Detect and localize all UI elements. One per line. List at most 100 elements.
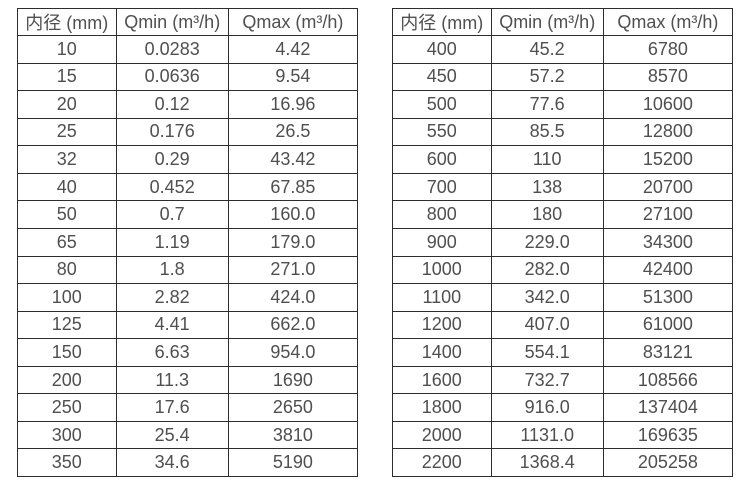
table-row: 900 229.0 34300 bbox=[392, 227, 734, 257]
table-cell: 100 bbox=[17, 283, 117, 312]
table-cell: 25.4 bbox=[115, 420, 229, 450]
table-row: 150 6.63 954.0 bbox=[17, 338, 359, 367]
table-cell: 50 bbox=[17, 200, 117, 229]
table-cell: 0.7 bbox=[115, 200, 229, 229]
column-header-qmax: Qmax (m³/h) bbox=[227, 8, 359, 36]
table-cell: 200 bbox=[17, 365, 117, 395]
table-cell: 300 bbox=[17, 420, 117, 450]
table-cell: 2.82 bbox=[115, 283, 229, 312]
table-cell: 1.19 bbox=[115, 227, 229, 257]
table-cell: 424.0 bbox=[227, 283, 359, 312]
table-cell: 5190 bbox=[227, 448, 359, 477]
table-cell: 1600 bbox=[392, 365, 492, 395]
table-row: 400 45.2 6780 bbox=[392, 35, 734, 64]
table-cell: 26.5 bbox=[227, 117, 359, 147]
table-cell: 1690 bbox=[227, 365, 359, 395]
table-cell: 20 bbox=[17, 90, 117, 119]
table-cell: 282.0 bbox=[490, 255, 604, 285]
table-cell: 732.7 bbox=[490, 365, 604, 395]
table-cell: 45.2 bbox=[490, 35, 604, 64]
table-cell: 85.5 bbox=[490, 117, 604, 147]
table-row: 125 4.41 662.0 bbox=[17, 310, 359, 340]
table-cell: 342.0 bbox=[490, 283, 604, 312]
column-header-diameter: 内径 (mm) bbox=[392, 8, 492, 36]
table-row: 700 138 20700 bbox=[392, 172, 734, 202]
table-cell: 12800 bbox=[602, 117, 734, 147]
table-row: 50 0.7 160.0 bbox=[17, 200, 359, 229]
table-cell: 80 bbox=[17, 255, 117, 285]
table-cell: 180 bbox=[490, 200, 604, 229]
table-row: 800 180 27100 bbox=[392, 200, 734, 229]
table-cell: 9.54 bbox=[227, 62, 359, 92]
table-cell: 110 bbox=[490, 145, 604, 174]
table-cell: 108566 bbox=[602, 365, 734, 395]
table-cell: 34300 bbox=[602, 227, 734, 257]
table-body: 10 0.0283 4.42 15 0.0636 9.54 20 0.12 16.96 25 0.1… bbox=[17, 35, 359, 477]
table-cell: 1100 bbox=[392, 283, 492, 312]
table-cell: 160.0 bbox=[227, 200, 359, 229]
table-cell: 205258 bbox=[602, 448, 734, 477]
table-cell: 67.85 bbox=[227, 172, 359, 202]
table-row: 15 0.0636 9.54 bbox=[17, 62, 359, 92]
table-cell: 8570 bbox=[602, 62, 734, 92]
table-cell: 65 bbox=[17, 227, 117, 257]
table-cell: 700 bbox=[392, 172, 492, 202]
table-cell: 550 bbox=[392, 117, 492, 147]
table-cell: 1800 bbox=[392, 393, 492, 422]
table-cell: 0.452 bbox=[115, 172, 229, 202]
table-cell: 4.42 bbox=[227, 35, 359, 64]
spec-table-small-diameters: 内径 (mm) Qmin (m³/h) Qmax (m³/h) 10 0.0283… bbox=[17, 8, 359, 477]
column-header-qmin: Qmin (m³/h) bbox=[115, 8, 229, 36]
table-cell: 954.0 bbox=[227, 338, 359, 367]
table-row: 450 57.2 8570 bbox=[392, 62, 734, 92]
table-cell: 42400 bbox=[602, 255, 734, 285]
table-row: 250 17.6 2650 bbox=[17, 393, 359, 422]
spec-table-large-diameters: 内径 (mm) Qmin (m³/h) Qmax (m³/h) 400 45.2 6… bbox=[392, 8, 734, 477]
table-cell: 0.0283 bbox=[115, 35, 229, 64]
table-row: 1600 732.7 108566 bbox=[392, 365, 734, 395]
table-cell: 34.6 bbox=[115, 448, 229, 477]
column-header-qmax: Qmax (m³/h) bbox=[602, 8, 734, 36]
table-cell: 16.96 bbox=[227, 90, 359, 119]
table-row: 500 77.6 10600 bbox=[392, 90, 734, 119]
table-cell: 32 bbox=[17, 145, 117, 174]
table-row: 40 0.452 67.85 bbox=[17, 172, 359, 202]
table-cell: 25 bbox=[17, 117, 117, 147]
table-cell: 0.12 bbox=[115, 90, 229, 119]
table-body: 400 45.2 6780 450 57.2 8570 500 77.6 10600 550 85.… bbox=[392, 35, 734, 477]
table-cell: 1131.0 bbox=[490, 420, 604, 450]
table-cell: 27100 bbox=[602, 200, 734, 229]
table-row: 100 2.82 424.0 bbox=[17, 283, 359, 312]
table-cell: 1200 bbox=[392, 310, 492, 340]
table-cell: 40 bbox=[17, 172, 117, 202]
table-cell: 4.41 bbox=[115, 310, 229, 340]
table-cell: 1368.4 bbox=[490, 448, 604, 477]
table-cell: 0.29 bbox=[115, 145, 229, 174]
table-cell: 57.2 bbox=[490, 62, 604, 92]
table-cell: 662.0 bbox=[227, 310, 359, 340]
table-cell: 10600 bbox=[602, 90, 734, 119]
table-cell: 11.3 bbox=[115, 365, 229, 395]
table-cell: 0.176 bbox=[115, 117, 229, 147]
table-cell: 350 bbox=[17, 448, 117, 477]
table-cell: 83121 bbox=[602, 338, 734, 367]
table-cell: 900 bbox=[392, 227, 492, 257]
table-cell: 554.1 bbox=[490, 338, 604, 367]
table-cell: 1400 bbox=[392, 338, 492, 367]
table-cell: 150 bbox=[17, 338, 117, 367]
table-cell: 600 bbox=[392, 145, 492, 174]
table-cell: 407.0 bbox=[490, 310, 604, 340]
table-row: 1800 916.0 137404 bbox=[392, 393, 734, 422]
table-row: 1100 342.0 51300 bbox=[392, 283, 734, 312]
table-row: 10 0.0283 4.42 bbox=[17, 35, 359, 64]
table-cell: 2000 bbox=[392, 420, 492, 450]
header-row: 内径 (mm) Qmin (m³/h) Qmax (m³/h) bbox=[392, 8, 734, 36]
table-cell: 20700 bbox=[602, 172, 734, 202]
table-cell: 1000 bbox=[392, 255, 492, 285]
table-cell: 500 bbox=[392, 90, 492, 119]
table-cell: 229.0 bbox=[490, 227, 604, 257]
table-cell: 169635 bbox=[602, 420, 734, 450]
table-cell: 15200 bbox=[602, 145, 734, 174]
table-cell: 77.6 bbox=[490, 90, 604, 119]
